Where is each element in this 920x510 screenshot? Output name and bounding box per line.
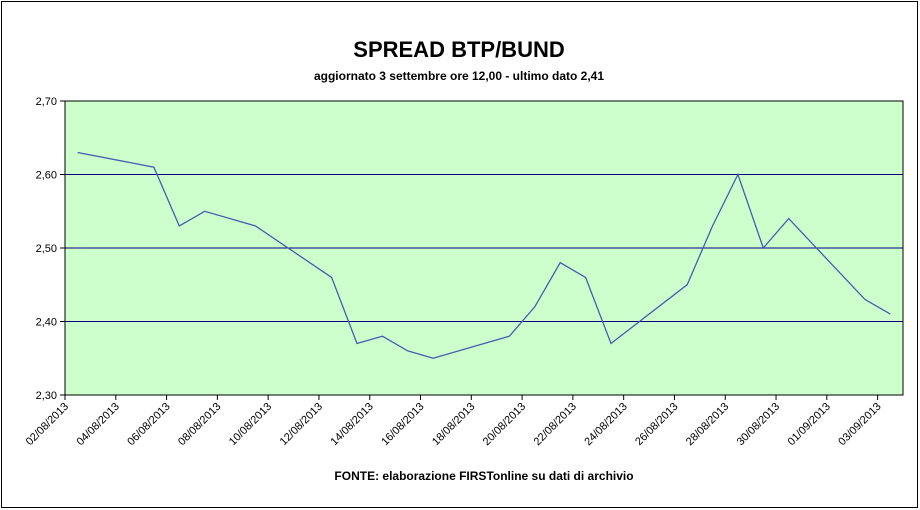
y-tick-label: 2,30	[36, 390, 57, 402]
y-tick-label: 2,60	[36, 170, 57, 182]
y-tick-label: 2,70	[36, 96, 57, 108]
y-tick-label: 2,40	[36, 317, 57, 329]
plot-border	[64, 100, 904, 396]
chart-subtitle: aggiornato 3 settembre ore 12,00 - ultim…	[314, 69, 604, 83]
y-tick-label: 2,50	[36, 243, 57, 255]
data-line	[77, 151, 891, 359]
source-note: FONTE: elaborazione FIRSTonline su dati …	[334, 469, 633, 483]
chart-title: SPREAD BTP/BUND	[353, 37, 564, 62]
